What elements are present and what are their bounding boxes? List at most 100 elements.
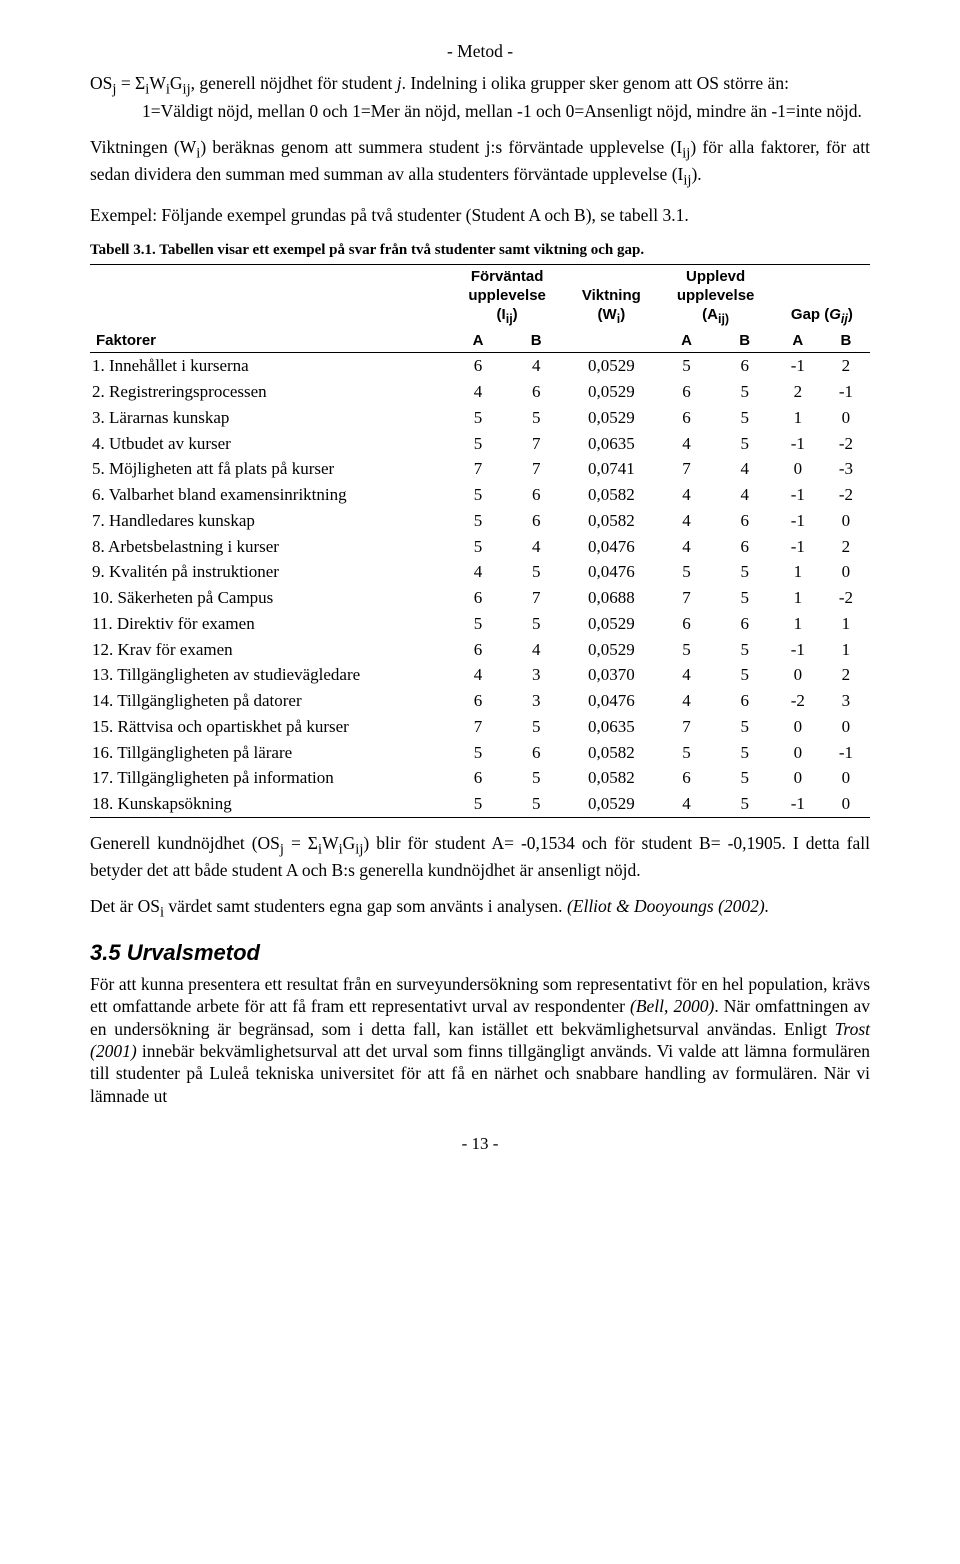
cell: -1 [774, 534, 822, 560]
cell: 5 [716, 765, 774, 791]
row-label: 3. Lärarnas kunskap [90, 405, 449, 431]
cell: -1 [774, 431, 822, 457]
cell: 6 [657, 611, 715, 637]
cell: 7 [507, 431, 565, 457]
cell: 6 [716, 534, 774, 560]
paragraph-4: Generell kundnöjdhet (OSj = ΣiWiGij) bli… [90, 832, 870, 882]
cell: 4 [449, 559, 507, 585]
cell: 6 [657, 405, 715, 431]
cell: 5 [716, 431, 774, 457]
cell: 7 [657, 714, 715, 740]
cell: 0,0529 [565, 791, 657, 817]
table-row: 8. Arbetsbelastning i kurser540,047646-1… [90, 534, 870, 560]
cell: 7 [657, 456, 715, 482]
cell: 1 [774, 611, 822, 637]
cell: -1 [774, 508, 822, 534]
cell: 0,0529 [565, 353, 657, 379]
cell: 0,0582 [565, 740, 657, 766]
table-row: 18. Kunskapsökning550,052945-10 [90, 791, 870, 817]
cell: 0,0476 [565, 559, 657, 585]
faktorer-label: Faktorer [90, 329, 449, 353]
cell: 2 [822, 534, 870, 560]
table-row: 14. Tillgängligheten på datorer630,04764… [90, 688, 870, 714]
table-row: 12. Krav för examen640,052955-11 [90, 637, 870, 663]
cell: 5 [716, 714, 774, 740]
col-upplevd: Upplevd upplevelse (Aij) [657, 264, 773, 329]
cell: 5 [716, 379, 774, 405]
cell: 5 [449, 482, 507, 508]
cell: 4 [657, 688, 715, 714]
cell: 3 [507, 662, 565, 688]
cell: 5 [449, 791, 507, 817]
sub-a1: A [449, 329, 507, 353]
cell: 0 [822, 791, 870, 817]
cell: 6 [716, 353, 774, 379]
cell: 0,0529 [565, 405, 657, 431]
section-heading: 3.5 Urvalsmetod [90, 939, 870, 967]
cell: 4 [657, 662, 715, 688]
row-label: 13. Tillgängligheten av studievägledare [90, 662, 449, 688]
cell: 6 [507, 740, 565, 766]
cell: 5 [716, 559, 774, 585]
cell: 5 [507, 559, 565, 585]
cell: 7 [507, 456, 565, 482]
table-row: 9. Kvalitén på instruktioner450,04765510 [90, 559, 870, 585]
cell: 5 [449, 611, 507, 637]
cell: 0 [822, 714, 870, 740]
cell: 6 [657, 765, 715, 791]
cell: -1 [822, 379, 870, 405]
cell: 5 [716, 637, 774, 663]
cell: 6 [449, 353, 507, 379]
cell: 5 [657, 559, 715, 585]
cell: -1 [774, 482, 822, 508]
cell: 5 [449, 431, 507, 457]
cell: 0,0370 [565, 662, 657, 688]
cell: 5 [449, 405, 507, 431]
cell: 5 [716, 405, 774, 431]
table-row: 11. Direktiv för examen550,05296611 [90, 611, 870, 637]
col-viktning: Viktning (Wi) [565, 264, 657, 329]
row-label: 8. Arbetsbelastning i kurser [90, 534, 449, 560]
cell: -2 [774, 688, 822, 714]
cell: 6 [449, 637, 507, 663]
row-label: 16. Tillgängligheten på lärare [90, 740, 449, 766]
cell: 4 [657, 431, 715, 457]
cell: 0 [774, 740, 822, 766]
cell: 4 [507, 534, 565, 560]
para1-line2: 1=Väldigt nöjd, mellan 0 och 1=Mer än nö… [90, 100, 862, 122]
table-row: 17. Tillgängligheten på information650,0… [90, 765, 870, 791]
cell: 0,0476 [565, 534, 657, 560]
paragraph-5: Det är OSi värdet samt studenters egna g… [90, 895, 870, 922]
cell: 0 [822, 405, 870, 431]
cell: 0,0529 [565, 379, 657, 405]
cell: 4 [716, 456, 774, 482]
cell: 5 [716, 791, 774, 817]
page-number: - 13 - [90, 1133, 870, 1155]
cell: 6 [716, 688, 774, 714]
cell: 2 [774, 379, 822, 405]
cell: 1 [822, 637, 870, 663]
cell: 0,0529 [565, 637, 657, 663]
cell: 1 [774, 405, 822, 431]
cell: 0,0635 [565, 431, 657, 457]
example-table: Förväntad upplevelse (Iij) Viktning (Wi)… [90, 264, 870, 818]
row-label: 2. Registreringsprocessen [90, 379, 449, 405]
cell: 3 [507, 688, 565, 714]
cell: 0 [774, 765, 822, 791]
cell: 0,0741 [565, 456, 657, 482]
cell: 6 [449, 688, 507, 714]
cell: 4 [449, 379, 507, 405]
cell: 0,0688 [565, 585, 657, 611]
cell: 7 [657, 585, 715, 611]
cell: 2 [822, 662, 870, 688]
cell: -2 [822, 431, 870, 457]
cell: 4 [657, 534, 715, 560]
sub-a2: A [657, 329, 715, 353]
row-label: 6. Valbarhet bland examensinriktning [90, 482, 449, 508]
cell: 4 [657, 508, 715, 534]
cell: 4 [657, 482, 715, 508]
cell: 4 [507, 353, 565, 379]
cell: 0 [774, 456, 822, 482]
cell: 7 [449, 456, 507, 482]
cell: 5 [449, 508, 507, 534]
